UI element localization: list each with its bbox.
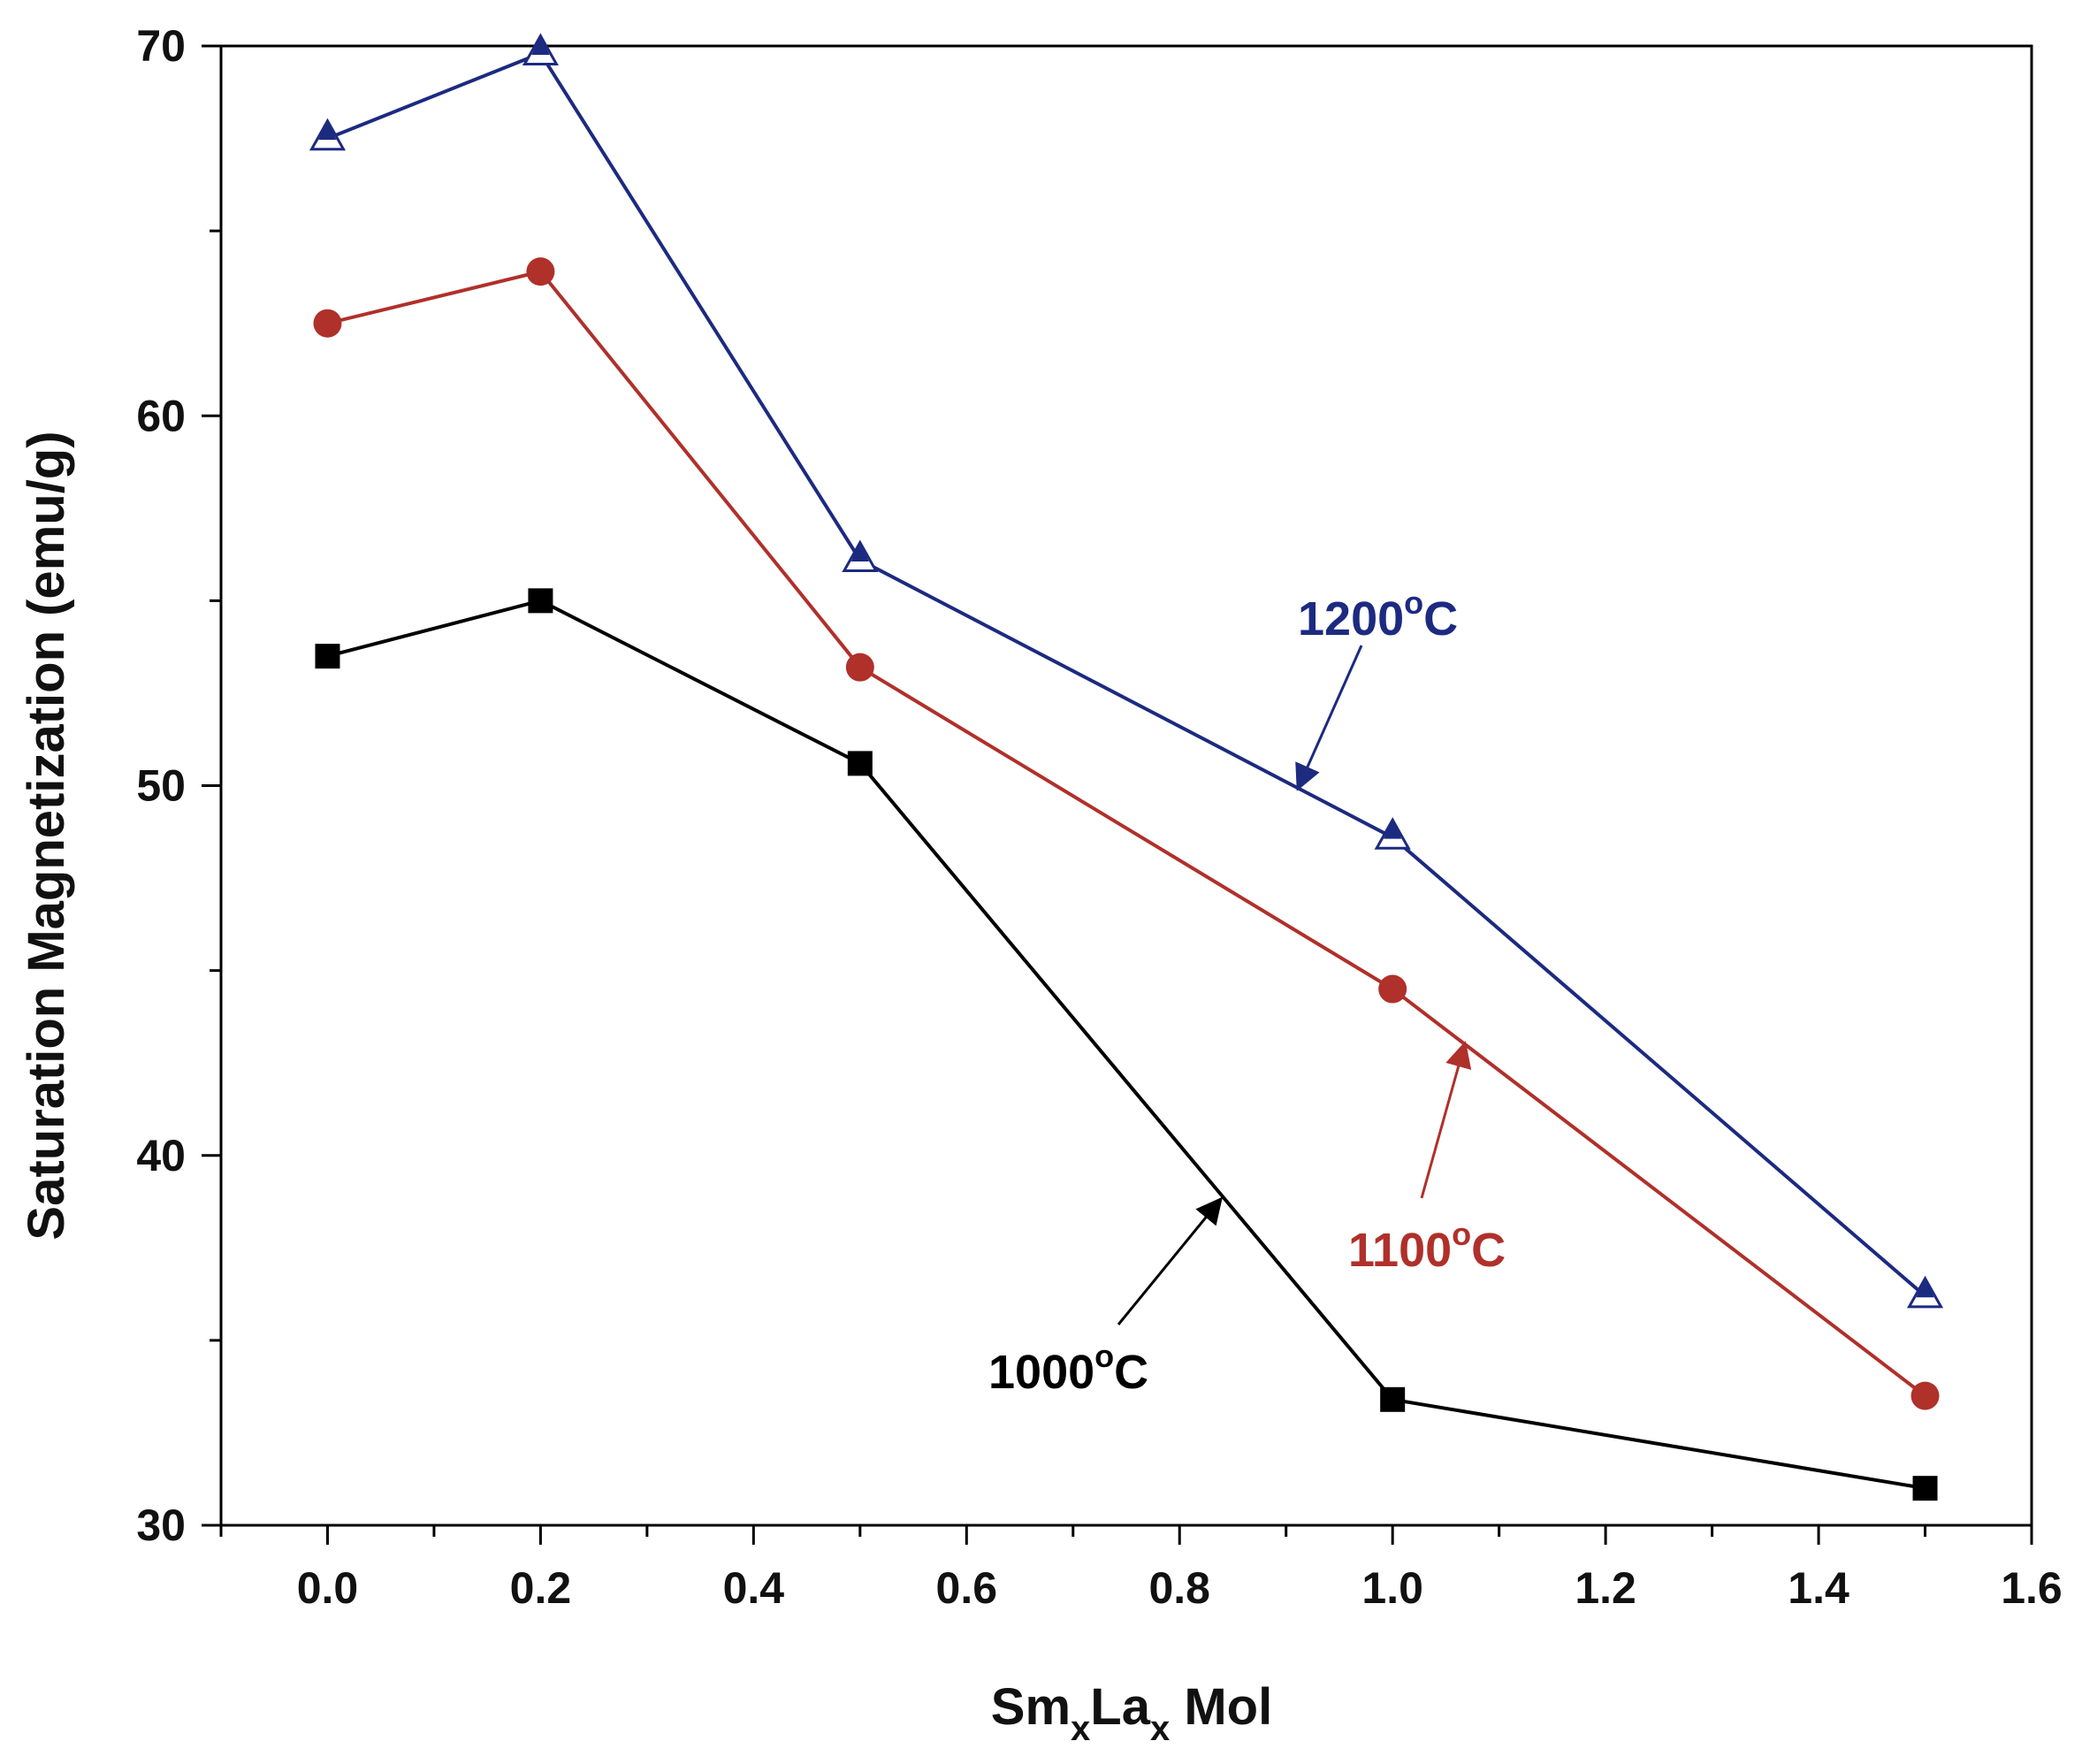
y-axis-ticks: 30 40 50 60 70 [136, 21, 221, 1550]
x-axis-ticks: 0.0 0.2 0.4 0.6 0.8 1.0 1.2 1.4 1.6 [219, 1525, 2063, 1613]
annotation-1100: 1100oC [1348, 1041, 1506, 1277]
x-tick-label: 1.2 [1575, 1563, 1636, 1613]
y-tick-label: 30 [136, 1501, 186, 1550]
x-tick-label: 0.8 [1148, 1563, 1210, 1613]
triangle-fill [318, 120, 337, 141]
axes [219, 44, 2033, 1527]
x-tick-label: 0.6 [936, 1563, 998, 1613]
label-1100: 1100oC [1348, 1216, 1506, 1277]
y-axis-title: Saturation Magnetization (emu/g) [18, 431, 75, 1240]
triangle-fill [1916, 1278, 1934, 1298]
annotation-1000: 1000oC [988, 1196, 1223, 1399]
x-tick-label: 0.0 [297, 1563, 359, 1613]
data-point-triangle [309, 118, 347, 151]
y-tick-label: 60 [136, 391, 186, 440]
series-layer [309, 33, 1944, 1501]
data-point-circle [845, 653, 874, 682]
annotation-1200: 1200oC [1295, 584, 1458, 791]
data-point-triangle [1906, 1275, 1944, 1309]
data-point-square [1912, 1476, 1938, 1501]
series-line [326, 269, 1926, 1398]
triangle-fill [531, 35, 550, 55]
plot-frame [219, 44, 2033, 1527]
data-point-square [1380, 1386, 1406, 1412]
triangle-fill [850, 542, 869, 561]
y-tick-label: 70 [136, 21, 186, 71]
data-point-square [528, 588, 553, 614]
x-tick-label: 1.6 [2001, 1563, 2063, 1613]
x-tick-label: 0.2 [510, 1563, 572, 1613]
data-point-circle [1910, 1381, 1940, 1410]
series-1200 [309, 33, 1944, 1309]
data-point-square [315, 644, 340, 669]
x-axis-title: SmxLax Mol [991, 1678, 1272, 1748]
series-1000 [315, 588, 1938, 1501]
data-point-triangle [522, 33, 559, 66]
series-line [326, 50, 1926, 1298]
data-point-triangle [1374, 817, 1411, 850]
data-point-circle [313, 309, 342, 338]
arrow-1000 [1117, 1196, 1223, 1325]
x-tick-label: 0.4 [723, 1563, 785, 1613]
data-point-circle [1378, 974, 1407, 1004]
arrow-1200 [1295, 645, 1363, 791]
label-1200: 1200oC [1298, 584, 1458, 645]
triangle-fill [1384, 820, 1402, 839]
data-point-triangle [842, 539, 879, 573]
data-point-square [847, 751, 873, 776]
y-tick-label: 50 [136, 761, 186, 811]
data-point-circle [526, 257, 555, 286]
series-1100 [313, 257, 1940, 1410]
y-tick-label: 40 [136, 1131, 186, 1180]
label-1000: 1000oC [988, 1338, 1148, 1399]
x-tick-label: 1.0 [1361, 1563, 1423, 1613]
arrow-1100 [1420, 1041, 1472, 1199]
x-tick-label: 1.4 [1788, 1563, 1849, 1613]
